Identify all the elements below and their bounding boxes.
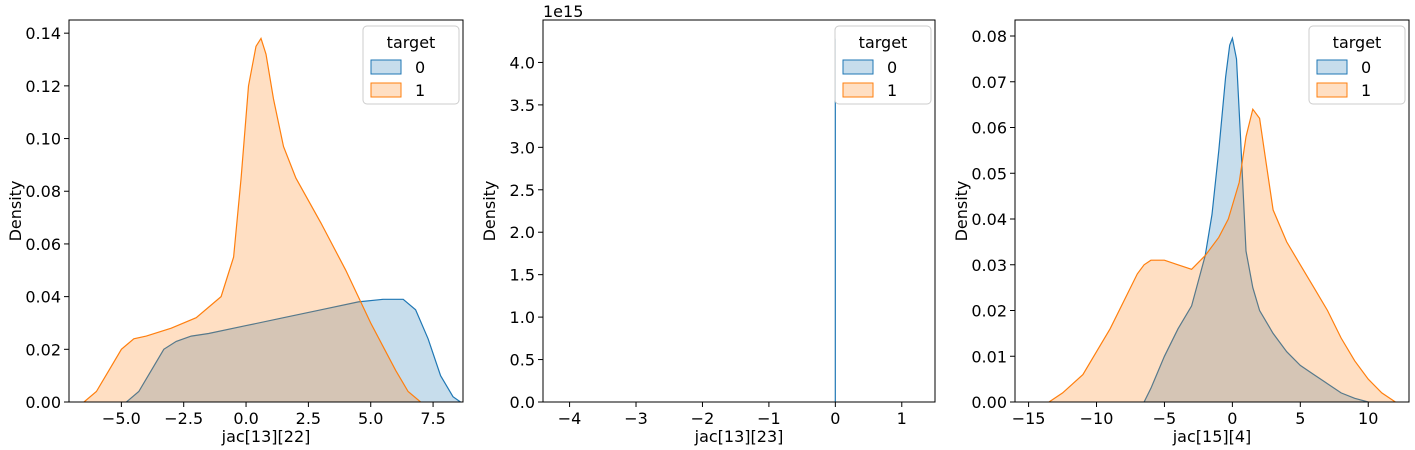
density-area-1 — [1049, 109, 1396, 402]
y-tick-label: 0.07 — [971, 73, 1007, 92]
legend-swatch-0 — [1316, 59, 1348, 75]
y-tick-label: 0.5 — [510, 351, 535, 370]
x-axis-label: jac[13][22] — [221, 427, 311, 446]
legend: target 0 1 — [362, 25, 460, 105]
x-tick-label: −10 — [1080, 409, 1114, 428]
plot-area — [83, 36, 461, 402]
y-tick-label: 0.06 — [971, 119, 1007, 138]
y-tick-label: 0.0 — [510, 393, 535, 412]
density-line-0 — [1143, 36, 1369, 402]
x-tick-label: 10 — [1358, 409, 1378, 428]
legend-box — [834, 25, 932, 105]
x-tick-label: −5 — [1153, 409, 1177, 428]
legend-box — [362, 25, 460, 105]
x-axis-label: jac[13][23] — [694, 427, 784, 446]
x-tick-label: 1 — [897, 409, 907, 428]
axes-frame — [1014, 19, 1410, 403]
legend-swatch-0 — [370, 59, 402, 75]
legend-swatch-0 — [842, 59, 874, 75]
chart-panel-2: −4 −3 −2 −1 0 1 0.0 0.5 1.0 1.5 2.0 2.5 3.0 3.5 4.0 jac… — [480, 2, 936, 446]
density-area-0 — [126, 299, 461, 402]
legend-title: target — [387, 33, 436, 52]
legend-label-0: 0 — [415, 58, 425, 77]
y-axis-label: Density — [952, 181, 971, 242]
y-tick-label: 0.02 — [25, 340, 61, 359]
y-tick-label: 0.00 — [25, 393, 61, 412]
axis-offset-text: 1e15 — [543, 2, 583, 21]
plot-area — [1048, 36, 1396, 402]
x-tick-label: 0.0 — [233, 409, 258, 428]
legend-box — [1308, 25, 1406, 105]
y-tick-label: 0.08 — [971, 27, 1007, 46]
chart-panel-1: −5.0 −2.5 0.0 2.5 5.0 7.5 0.00 0.02 0.04 0.06 0.08… — [6, 19, 464, 446]
x-tick-label: 2.5 — [296, 409, 321, 428]
legend-title: target — [1333, 33, 1382, 52]
y-tick-label: 0.03 — [971, 256, 1007, 275]
y-tick-label: 0.06 — [25, 235, 61, 254]
y-tick-label: 0.08 — [25, 182, 61, 201]
legend-swatch-1 — [370, 82, 402, 98]
legend-swatch-1 — [1316, 82, 1348, 98]
y-tick-label: 0.12 — [25, 77, 61, 96]
x-tick-label: 0 — [830, 409, 840, 428]
axes-frame — [542, 19, 936, 403]
y-tick-label: 0.04 — [971, 210, 1007, 229]
y-tick-label: 0.04 — [25, 288, 61, 307]
y-tick-label: 1.0 — [510, 308, 535, 327]
x-tick-label: −3 — [624, 409, 648, 428]
x-tick-label: −15 — [1012, 409, 1046, 428]
legend-label-1: 1 — [1361, 81, 1371, 100]
y-axis-label: Density — [6, 181, 25, 242]
x-tick-label: 5 — [1295, 409, 1305, 428]
chart-panel-3: −15 −10 −5 0 5 100.000.010.020.030.040.050.06… — [952, 19, 1410, 446]
y-tick-label: 0.00 — [971, 393, 1007, 412]
density-line-0 — [126, 298, 461, 402]
density-area-0 — [1144, 38, 1369, 402]
legend-label-1: 1 — [887, 81, 897, 100]
y-tick-label: 3.5 — [510, 96, 535, 115]
y-tick-label: 0.10 — [25, 130, 61, 149]
legend: target 0 1 — [1308, 25, 1406, 105]
density-line-1 — [83, 36, 421, 402]
y-axis-label: Density — [480, 181, 499, 242]
y-tick-label: 1.5 — [510, 266, 535, 285]
legend-swatch-1 — [842, 82, 874, 98]
y-tick-label: 0.01 — [971, 347, 1007, 366]
x-tick-label: 0 — [1227, 409, 1237, 428]
y-tick-label: 2.5 — [510, 181, 535, 200]
x-tick-label: 7.5 — [420, 409, 445, 428]
y-tick-label: 2.0 — [510, 223, 535, 242]
y-tick-label: 4.0 — [510, 53, 535, 72]
y-tick-label: 3.0 — [510, 138, 535, 157]
x-tick-label: −1 — [757, 409, 781, 428]
x-tick-label: −4 — [558, 409, 582, 428]
density-area-1 — [84, 38, 421, 402]
legend-label-0: 0 — [887, 58, 897, 77]
y-tick-label: 0.05 — [971, 164, 1007, 183]
x-tick-label: −2.5 — [164, 409, 203, 428]
legend-label-0: 0 — [1361, 58, 1371, 77]
legend-label-1: 1 — [415, 81, 425, 100]
y-tick-label: 0.02 — [971, 302, 1007, 321]
x-axis-label: jac[15][4] — [1172, 427, 1252, 446]
legend-title: target — [859, 33, 908, 52]
x-tick-label: −5.0 — [102, 409, 141, 428]
legend: target 0 1 — [834, 25, 932, 105]
y-tick-label: 0.14 — [25, 24, 61, 43]
x-tick-label: 5.0 — [358, 409, 383, 428]
axes-frame — [68, 19, 464, 403]
density-line-1 — [1048, 107, 1396, 402]
x-tick-label: −2 — [691, 409, 715, 428]
